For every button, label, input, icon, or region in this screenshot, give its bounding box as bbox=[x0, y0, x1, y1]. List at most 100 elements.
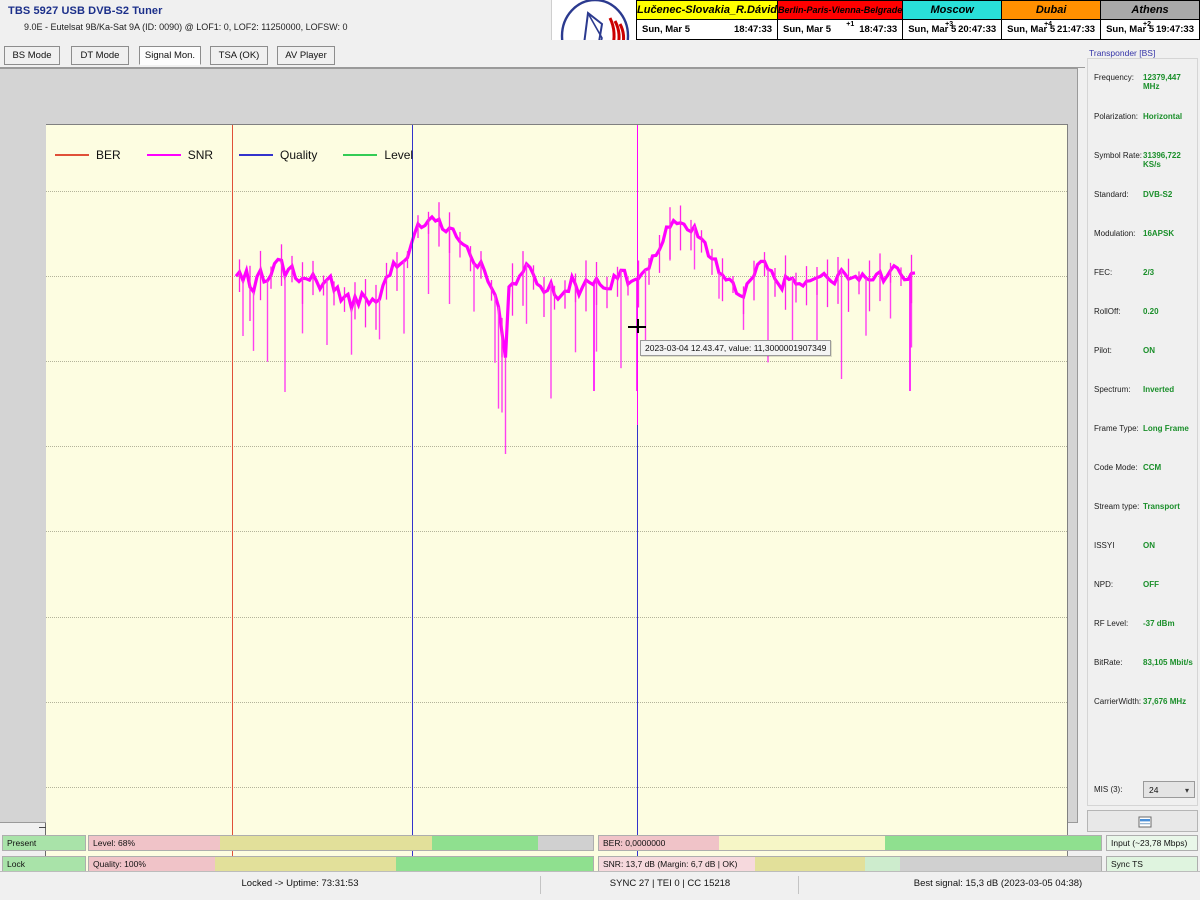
legend-item-snr[interactable]: SNR bbox=[146, 148, 214, 162]
legend-item-level[interactable]: Level bbox=[343, 148, 413, 162]
status-cell-label: Level: 68% bbox=[93, 838, 136, 848]
legend-item-quality[interactable]: Quality bbox=[239, 148, 317, 162]
tab-bs-mode[interactable]: BS Mode bbox=[4, 46, 60, 65]
tab-av-player[interactable]: AV Player bbox=[277, 46, 335, 65]
event-marker-ber-event bbox=[232, 125, 233, 872]
transponder-key: NPD: bbox=[1094, 580, 1114, 589]
transponder-row-pilot: Pilot: ON bbox=[1088, 346, 1199, 366]
legend-label: BER bbox=[96, 148, 121, 162]
status-segment bbox=[396, 857, 593, 871]
transponder-value: ON bbox=[1143, 541, 1155, 550]
gridline bbox=[46, 276, 1067, 278]
status-segment bbox=[3, 857, 85, 871]
status-segment bbox=[89, 836, 221, 850]
transponder-value: 12379,447 MHz bbox=[1143, 73, 1181, 91]
transponder-key: Stream type: bbox=[1094, 502, 1140, 511]
save-list-icon bbox=[1138, 816, 1152, 828]
transponder-row-modulation: Modulation: 16APSK bbox=[1088, 229, 1199, 249]
transponder-key: Frame Type: bbox=[1094, 424, 1139, 433]
transponder-key: Modulation: bbox=[1094, 229, 1136, 238]
transponder-row-symbolrate: Symbol Rate: 31396,722 KS/s bbox=[1088, 151, 1199, 171]
status-cell-label: BER: 0,0000000 bbox=[603, 838, 666, 848]
status-segment bbox=[215, 857, 397, 871]
crosshair-vertical bbox=[637, 319, 639, 333]
clock-1: Berlin-Paris-Vienna-Belgrade Sun, Mar 5 +1… bbox=[778, 0, 904, 40]
status-segment bbox=[865, 857, 901, 871]
event-marker-quality-event bbox=[412, 125, 413, 872]
legend-label: Level bbox=[384, 148, 414, 162]
clock-hms: 19:47:33 bbox=[1155, 23, 1194, 35]
status-segment bbox=[89, 857, 215, 871]
clock-city: Berlin-Paris-Vienna-Belgrade bbox=[778, 1, 903, 20]
transponder-value: 31396,722 KS/s bbox=[1143, 151, 1181, 169]
transponder-row-fec: FEC: 2/3 bbox=[1088, 268, 1199, 288]
tab-signal-mon[interactable]: Signal Mon. bbox=[139, 46, 201, 65]
legend-label: SNR bbox=[187, 148, 214, 162]
transponder-row-rolloff: RollOff: 0.20 bbox=[1088, 307, 1199, 327]
transponder-value: DVB-S2 bbox=[1143, 190, 1173, 199]
transponder-row-issyi: ISSYI ON bbox=[1088, 541, 1199, 561]
footer-best-signal: Best signal: 15,3 dB (2023-03-05 04:38) bbox=[913, 878, 1083, 889]
clock-day: Sun, Mar 5 bbox=[783, 23, 832, 35]
clock-2: Moscow Sun, Mar 5 +3 20:47:33 bbox=[903, 0, 1003, 40]
clock-hms: 18:47:33 bbox=[733, 23, 773, 35]
footer-status: Locked -> Uptime: 73:31:53 SYNC 27 | TEI… bbox=[0, 871, 1200, 900]
transponder-row-codemode: Code Mode: CCM bbox=[1088, 463, 1199, 483]
transponder-row-carrierwidth: CarrierWidth: 37,676 MHz bbox=[1088, 697, 1199, 717]
mis-row: MIS (3): 24 ▾ bbox=[1088, 781, 1199, 801]
status-segment bbox=[431, 836, 538, 850]
clock-day: Sun, Mar 5 bbox=[642, 23, 691, 35]
status-cell-sync-ts: Sync TS bbox=[1106, 856, 1198, 872]
status-cell-label: SNR: 13,7 dB (Margin: 6,7 dB | OK) bbox=[603, 859, 738, 869]
transponder-row-polarization: Polarization: Horizontal bbox=[1088, 112, 1199, 132]
transponder-value: CCM bbox=[1143, 463, 1162, 472]
status-segment bbox=[1107, 836, 1197, 850]
transponder-row-standard: Standard: DVB-S2 bbox=[1088, 190, 1199, 210]
status-cell-lock: Lock bbox=[2, 856, 86, 872]
legend-item-ber[interactable]: BER bbox=[55, 148, 121, 162]
event-marker-snr-overlay bbox=[637, 125, 638, 425]
chart-plot-area[interactable]: 2023-03-04 12.43.47, value: 11,300000190… bbox=[46, 124, 1068, 880]
clock-time: Sun, Mar 5 +2 19:47:33 bbox=[1101, 19, 1199, 39]
transponder-value: Horizontal bbox=[1143, 112, 1183, 121]
footer-sync: SYNC 27 | TEI 0 | CC 15218 bbox=[609, 878, 731, 889]
status-cell-snr: SNR: 13,7 dB (Margin: 6,7 dB | OK) bbox=[598, 856, 1102, 872]
status-cell-label: Present bbox=[7, 838, 37, 848]
transponder-row-streamtype: Stream type: Transport bbox=[1088, 502, 1199, 522]
transponder-key: RF Level: bbox=[1094, 619, 1129, 628]
mis-label: MIS (3): bbox=[1094, 785, 1123, 794]
transponder-key: Standard: bbox=[1094, 190, 1129, 199]
tab-dt-mode[interactable]: DT Mode bbox=[71, 46, 129, 65]
transponder-row-rflevel: RF Level: -37 dBm bbox=[1088, 619, 1199, 639]
clock-day: Sun, Mar 5 bbox=[1007, 23, 1056, 35]
status-cell-ber: BER: 0,0000000 bbox=[598, 835, 1102, 851]
mis-select[interactable]: 24 ▾ bbox=[1143, 781, 1195, 798]
gridline bbox=[46, 531, 1067, 533]
clock-city: Lučenec-Slovakia_R.Dávid bbox=[637, 1, 778, 20]
transponder-key: Symbol Rate: bbox=[1094, 151, 1143, 160]
transponder-key: Frequency: bbox=[1094, 73, 1135, 82]
transponder-key: Spectrum: bbox=[1094, 385, 1131, 394]
transponder-row-bitrate: BitRate: 83,105 Mbit/s bbox=[1088, 658, 1199, 678]
clock-time: Sun, Mar 5 +1 18:47:33 bbox=[778, 19, 903, 39]
status-bar-row-2: Lock Quality: 100% SNR: 13,7 dB (Margin: 6… bbox=[0, 856, 1200, 873]
transponder-row-npd: NPD: OFF bbox=[1088, 580, 1199, 600]
transponder-values: MIS (3): 24 ▾ Frequency: 12379,447 MHz Pol… bbox=[1087, 58, 1198, 806]
clock-city: Athens bbox=[1101, 1, 1199, 20]
clock-offset: +4 bbox=[1044, 20, 1053, 28]
transponder-panel: Transponder [BS] MIS (3): 24 ▾ Frequency… bbox=[1085, 40, 1200, 835]
clock-day: Sun, Mar 5 bbox=[908, 23, 957, 35]
transponder-row-frequency: Frequency: 12379,447 MHz bbox=[1088, 73, 1199, 93]
save-list-button[interactable] bbox=[1087, 810, 1198, 832]
transponder-panel-title: Transponder [BS] bbox=[1089, 48, 1156, 58]
clock-day: Sun, Mar 5 bbox=[1106, 23, 1155, 35]
transponder-value: -37 dBm bbox=[1143, 619, 1175, 628]
signal-monitor-chart[interactable]: 2023-03-04 12.43.47, value: 11,300000190… bbox=[0, 68, 1078, 880]
transponder-value: Transport bbox=[1143, 502, 1180, 511]
transponder-value: 37,676 MHz bbox=[1143, 697, 1187, 706]
footer-uptime: Locked -> Uptime: 73:31:53 bbox=[241, 878, 359, 889]
tab-tsa-ok[interactable]: TSA (OK) bbox=[210, 46, 268, 65]
transponder-key: Code Mode: bbox=[1094, 463, 1138, 472]
transponder-key: BitRate: bbox=[1094, 658, 1123, 667]
chart-legend: BER SNR Quality Level bbox=[55, 147, 413, 163]
